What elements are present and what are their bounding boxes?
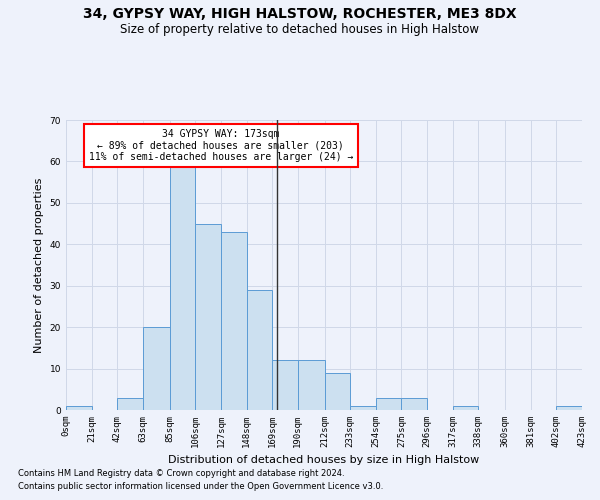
Bar	[298, 360, 325, 410]
Text: Contains HM Land Registry data © Crown copyright and database right 2024.: Contains HM Land Registry data © Crown c…	[18, 468, 344, 477]
Text: 34 GYPSY WAY: 173sqm
← 89% of detached houses are smaller (203)
11% of semi-deta: 34 GYPSY WAY: 173sqm ← 89% of detached h…	[89, 128, 353, 162]
Bar	[376, 398, 401, 410]
Bar	[196, 224, 221, 410]
Bar	[143, 327, 170, 410]
Text: Contains public sector information licensed under the Open Government Licence v3: Contains public sector information licen…	[18, 482, 383, 491]
Bar	[247, 290, 272, 410]
Text: 34, GYPSY WAY, HIGH HALSTOW, ROCHESTER, ME3 8DX: 34, GYPSY WAY, HIGH HALSTOW, ROCHESTER, …	[83, 8, 517, 22]
Bar	[66, 406, 92, 410]
Bar	[401, 398, 427, 410]
Bar	[452, 406, 478, 410]
Bar	[556, 406, 582, 410]
Bar	[325, 372, 350, 410]
X-axis label: Distribution of detached houses by size in High Halstow: Distribution of detached houses by size …	[169, 456, 479, 466]
Bar	[272, 360, 298, 410]
Y-axis label: Number of detached properties: Number of detached properties	[34, 178, 44, 352]
Bar	[117, 398, 143, 410]
Bar	[170, 166, 196, 410]
Bar	[221, 232, 247, 410]
Bar	[350, 406, 376, 410]
Text: Size of property relative to detached houses in High Halstow: Size of property relative to detached ho…	[121, 22, 479, 36]
